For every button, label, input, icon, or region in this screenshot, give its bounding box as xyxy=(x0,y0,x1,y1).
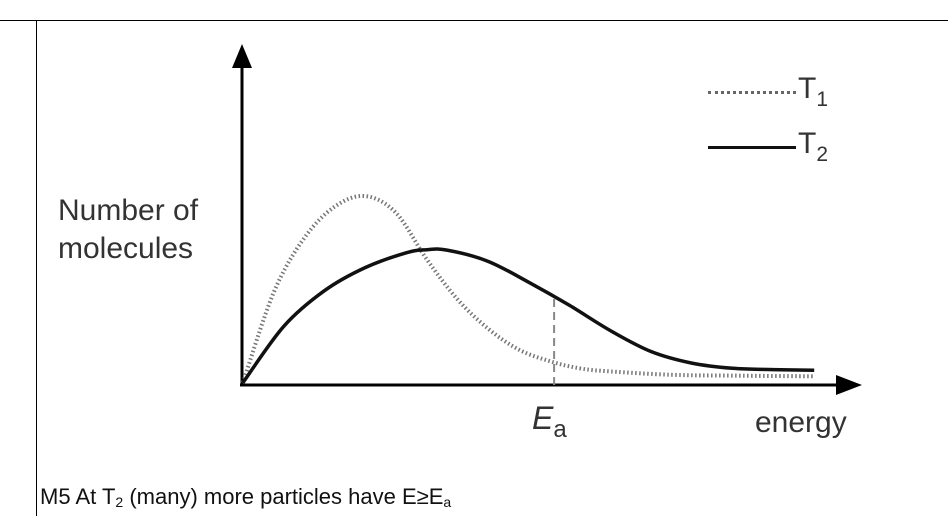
table-top-border xyxy=(0,20,948,21)
legend-entry-t1: T1 xyxy=(708,72,828,112)
activation-energy-label: Ea xyxy=(532,400,567,443)
legend-swatch-solid xyxy=(708,145,796,149)
legend-label-t2: T2 xyxy=(798,127,829,166)
x-axis-arrowhead xyxy=(836,375,862,395)
legend-swatch-dotted xyxy=(708,90,796,94)
y-axis-label-line-2: molecules xyxy=(58,232,194,265)
table-left-border xyxy=(36,20,37,516)
legend-entry-t2: T2 xyxy=(708,127,828,167)
y-axis-label-line-1: Number of xyxy=(58,194,199,227)
series-line-t2 xyxy=(241,247,815,384)
legend-label-t1: T1 xyxy=(798,72,829,111)
mark-scheme-caption: M5 At T2 (many) more particles have E≥Ea xyxy=(40,484,452,510)
y-axis-label: Number of molecules xyxy=(58,192,198,268)
x-axis-label: energy xyxy=(755,406,847,439)
y-axis-arrowhead xyxy=(232,44,252,68)
